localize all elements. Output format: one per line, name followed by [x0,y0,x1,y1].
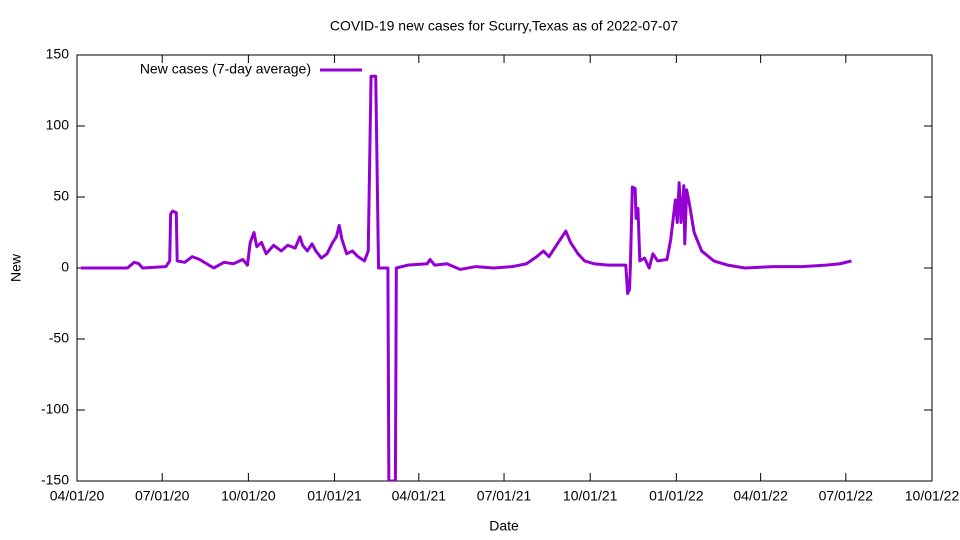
y-tick-label: -50 [49,330,69,346]
x-tick-label: 04/01/22 [733,488,788,504]
chart-title: COVID-19 new cases for Scurry,Texas as o… [330,18,679,34]
x-tick-label: 10/01/21 [563,488,618,504]
y-tick-label: 0 [61,259,69,275]
x-tick-label: 01/01/21 [307,488,362,504]
y-tick-label: -150 [41,472,69,488]
x-tick-label: 01/01/22 [649,488,704,504]
y-tick-label: 100 [46,117,70,133]
x-tick-label: 10/01/22 [905,488,960,504]
y-tick-label: 150 [46,46,70,62]
y-axis-label: New [8,253,24,282]
x-tick-label: 07/01/22 [819,488,874,504]
x-tick-label: 04/01/21 [392,488,447,504]
x-axis-label: Date [489,518,519,534]
x-tick-label: 07/01/21 [477,488,532,504]
y-tick-label: 50 [53,188,69,204]
y-tick-label: -100 [41,401,69,417]
x-tick-label: 04/01/20 [50,488,105,504]
x-tick-label: 10/01/20 [221,488,276,504]
data-line [80,74,852,481]
x-tick-label: 07/01/20 [135,488,190,504]
legend-label: New cases (7-day average) [140,61,311,77]
